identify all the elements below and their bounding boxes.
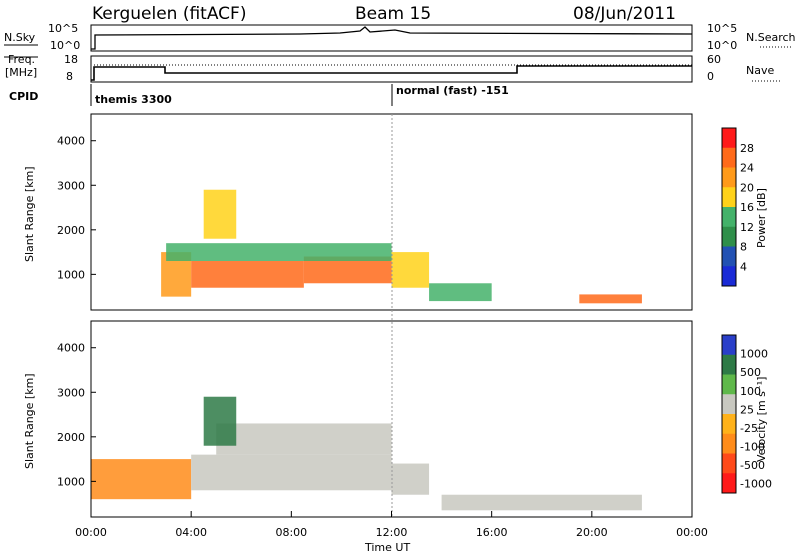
nsky-label: N.Sky (4, 31, 36, 44)
nave-label: Nave (746, 64, 774, 77)
power-ylabel: Slant Range [km] (23, 166, 36, 262)
velocity-colorbar-frame (721, 334, 737, 494)
cpid-label: CPID (9, 90, 38, 103)
power-colorbar-segment (722, 128, 736, 149)
power-ytick-label: 3000 (57, 179, 85, 192)
velocity-data-layer (91, 396, 642, 511)
velocity-region (203, 396, 237, 446)
power-panel: Slant Range [km] 1000 2000 3000 4000 (23, 113, 693, 311)
power-region (429, 283, 492, 302)
power-colorbar-segment (722, 187, 736, 208)
power-region (166, 243, 392, 261)
power-colorbar: 28 24 20 16 12 8 4 (721, 127, 754, 287)
power-colorbar-segment (722, 147, 736, 168)
time-tick-label: 08:00 (275, 526, 307, 539)
time-tick-label: 00:00 (75, 526, 107, 539)
time-tick-label: 20:00 (576, 526, 608, 539)
velocity-colorbar-tick-label: -100 (740, 441, 765, 454)
power-colorbar-label: Power [dB] (755, 188, 768, 248)
station-title: Kerguelen (fitACF) (92, 4, 246, 24)
power-region (391, 252, 430, 288)
nsky-tick-bottom: 10^0 (50, 39, 80, 52)
power-region (203, 189, 237, 239)
freq-tick-top: 18 (64, 53, 78, 66)
velocity-ytick-label: 4000 (57, 342, 85, 355)
velocity-colorbar-label: Velocity [m s⁻¹] (755, 377, 768, 462)
velocity-colorbar-segment (722, 394, 736, 415)
nsky-trace (91, 26, 693, 50)
nave-tick-top: 60 (707, 53, 721, 66)
power-colorbar-tick-label: 28 (740, 142, 754, 155)
power-data-layer (161, 189, 642, 304)
velocity-region (216, 423, 392, 455)
date-title: 08/Jun/2011 (573, 4, 676, 24)
velocity-ytick-label: 3000 (57, 386, 85, 399)
power-yaxis: 1000 2000 3000 4000 (57, 135, 96, 281)
cpid-mode-1: themis 3300 (95, 93, 172, 106)
velocity-colorbar-tick-label: -500 (740, 459, 765, 472)
power-colorbar-tick-label: 12 (740, 221, 754, 234)
velocity-colorbar-segment (722, 414, 736, 435)
velocity-ylabel: Slant Range [km] (23, 373, 36, 469)
time-axis-label: Time UT (364, 541, 410, 554)
time-tick-label: 04:00 (175, 526, 207, 539)
velocity-colorbar-tick-label: 500 (740, 366, 761, 379)
velocity-colorbar-segment (722, 335, 736, 356)
power-colorbar-segment (722, 246, 736, 267)
power-ytick-label: 4000 (57, 135, 85, 148)
power-colorbar-tick-label: 24 (740, 162, 754, 175)
velocity-colorbar-tick-label: 100 (740, 385, 761, 398)
nsearch-label: N.Search (746, 31, 796, 44)
velocity-yaxis: 1000 2000 3000 4000 (57, 342, 96, 488)
power-ytick-label: 2000 (57, 224, 85, 237)
velocity-colorbar-tick-label: -1000 (740, 478, 772, 491)
velocity-colorbar-tick-label: 1000 (740, 348, 768, 361)
velocity-colorbar-tick-label: -25 (740, 422, 758, 435)
nsearch-tick-top: 10^5 (707, 22, 737, 35)
velocity-region (441, 494, 642, 511)
velocity-panel: Slant Range [km] 1000 2000 3000 4000 (23, 320, 693, 518)
freq-trace (91, 65, 692, 81)
velocity-region (91, 459, 192, 500)
power-colorbar-segment (722, 167, 736, 188)
power-colorbar-tick-label: 20 (740, 181, 754, 194)
power-colorbar-segment (722, 226, 736, 247)
velocity-ytick-label: 1000 (57, 475, 85, 488)
power-region (579, 294, 642, 304)
cpid-mode-2: normal (fast) -151 (396, 84, 509, 97)
power-colorbar-segment (722, 266, 736, 287)
nsky-panel (90, 24, 693, 52)
power-ytick-label: 1000 (57, 268, 85, 281)
velocity-ytick-label: 2000 (57, 431, 85, 444)
beam-title: Beam 15 (355, 4, 431, 24)
nave-tick-bottom: 0 (707, 70, 714, 83)
power-colorbar-tick-label: 16 (740, 201, 754, 214)
freq-panel (90, 55, 693, 83)
time-tick-label: 16:00 (476, 526, 508, 539)
nsearch-tick-bottom: 10^0 (707, 39, 737, 52)
velocity-colorbar-segment (722, 374, 736, 395)
freq-label-1: Freq. (8, 53, 35, 66)
velocity-colorbar-segment (722, 354, 736, 375)
nsky-tick-top: 10^5 (48, 22, 78, 35)
freq-tick-bottom: 8 (66, 70, 73, 83)
power-colorbar-frame (721, 127, 737, 287)
freq-label-2: [MHz] (5, 66, 37, 79)
power-colorbar-tick-label: 8 (740, 241, 747, 254)
power-colorbar-segment (722, 207, 736, 228)
velocity-colorbar-tick-label: 25 (740, 403, 754, 416)
time-tick-label: 12:00 (376, 526, 408, 539)
velocity-region (391, 463, 430, 495)
velocity-colorbar-segment (722, 453, 736, 474)
velocity-colorbar-segment (722, 433, 736, 454)
power-region (191, 261, 304, 288)
time-axis: 00:00 04:00 08:00 12:00 16:00 20:00 00:00 (75, 511, 708, 539)
velocity-colorbar: 1000 500 100 25 -25 -100 -500 -1000 (721, 334, 772, 494)
velocity-colorbar-segment (722, 473, 736, 494)
power-colorbar-tick-label: 4 (740, 260, 747, 273)
velocity-region (191, 454, 392, 491)
time-tick-label: 00:00 (676, 526, 708, 539)
